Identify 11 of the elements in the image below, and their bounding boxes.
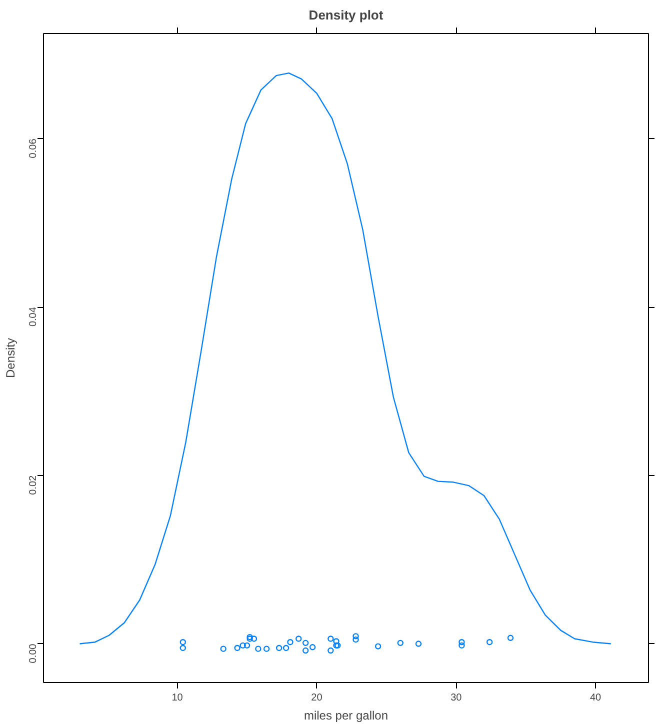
x-tick-label: 10: [172, 692, 184, 704]
x-axis-title: miles per gallon: [304, 708, 388, 722]
y-axis-title: Density: [4, 338, 18, 378]
x-tick-label: 30: [450, 692, 462, 704]
y-tick-label: 0.06: [28, 138, 39, 158]
chart-title: Density plot: [308, 8, 384, 22]
y-tick-label: 0.00: [28, 643, 39, 664]
y-tick-label: 0.04: [28, 306, 39, 327]
y-tick-label: 0.02: [28, 474, 39, 495]
x-tick-label: 20: [311, 692, 323, 704]
x-tick-label: 40: [590, 692, 602, 704]
